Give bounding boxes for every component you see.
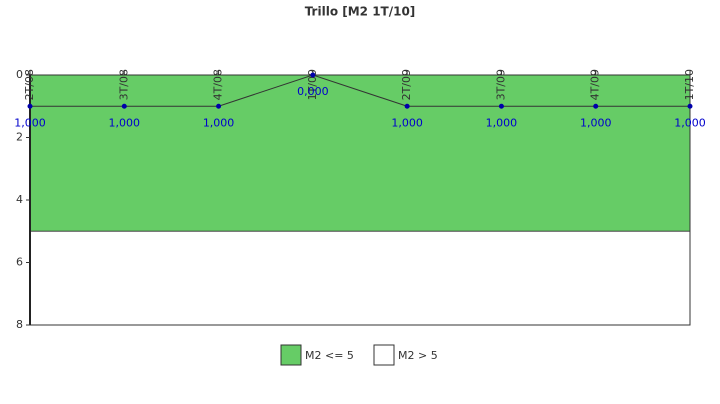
data-label: 1,000 bbox=[580, 116, 612, 129]
series-line bbox=[30, 74, 690, 107]
legend-swatch bbox=[373, 344, 395, 366]
legend-label: M2 <= 5 bbox=[305, 349, 354, 362]
x-tick-label: 3T/08 bbox=[117, 69, 130, 100]
x-tick-label: 2T/08 bbox=[23, 69, 36, 100]
x-tick-label: 1T/10 bbox=[683, 69, 696, 100]
point bbox=[593, 103, 599, 109]
legend-swatch bbox=[280, 344, 302, 366]
y-tick-label: 4 bbox=[16, 193, 23, 206]
point bbox=[687, 103, 693, 109]
point bbox=[404, 103, 410, 109]
x-tick-label: 3T/09 bbox=[494, 69, 507, 100]
band bbox=[29, 74, 691, 232]
point bbox=[121, 103, 127, 109]
x-tick-label: 1T/09 bbox=[306, 69, 319, 100]
data-label: 1,000 bbox=[486, 116, 518, 129]
data-label: 0,000 bbox=[297, 85, 329, 98]
y-tick-label: 6 bbox=[16, 256, 23, 269]
band bbox=[29, 230, 691, 326]
y-tick-label: 2 bbox=[16, 131, 23, 144]
data-label: 1,000 bbox=[14, 116, 46, 129]
point bbox=[498, 103, 504, 109]
x-tick-label: 2T/09 bbox=[400, 69, 413, 100]
point bbox=[216, 103, 222, 109]
x-tick-label: 4T/09 bbox=[589, 69, 602, 100]
point bbox=[27, 103, 33, 109]
chart-title: Trillo [M2 1T/10] bbox=[305, 5, 416, 19]
data-label: 1,000 bbox=[203, 116, 235, 129]
data-label: 1,000 bbox=[109, 116, 141, 129]
y-tick-label: 0 bbox=[16, 68, 23, 81]
point bbox=[310, 72, 316, 78]
legend-label: M2 > 5 bbox=[398, 349, 438, 362]
data-label: 1,000 bbox=[391, 116, 423, 129]
y-tick-label: 8 bbox=[16, 318, 23, 331]
x-tick-label: 4T/08 bbox=[212, 69, 225, 100]
data-label: 1,000 bbox=[674, 116, 706, 129]
